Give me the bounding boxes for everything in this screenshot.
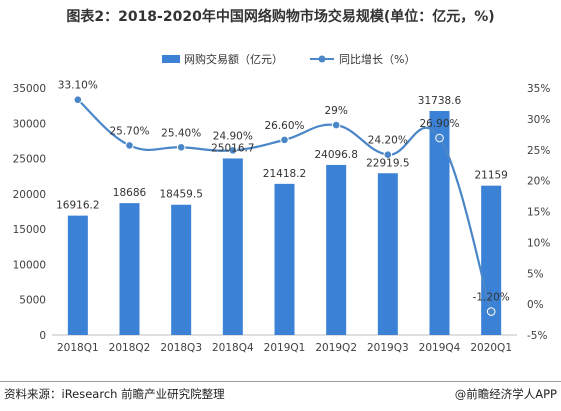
growth-point-2019Q1 bbox=[280, 135, 289, 145]
x-axis-tick-label: 2019Q4 bbox=[419, 342, 461, 354]
growth-value-label: 25.70% bbox=[109, 125, 149, 137]
growth-value-label: 33.10% bbox=[58, 80, 98, 92]
brand-label: @前瞻经济学人APP bbox=[454, 387, 557, 401]
right-axis-tick-label: 25% bbox=[527, 145, 550, 157]
growth-point-2019Q4 bbox=[435, 133, 444, 143]
left-axis-tick-label: 30000 bbox=[13, 118, 46, 130]
x-axis-tick-label: 2018Q2 bbox=[109, 342, 151, 354]
bar-2020Q1 bbox=[481, 185, 502, 335]
x-axis-tick-label: 2020Q1 bbox=[470, 342, 512, 354]
left-axis-tick-label: 25000 bbox=[13, 154, 46, 166]
x-axis-tick-label: 2019Q1 bbox=[264, 342, 306, 354]
bar-2018Q2 bbox=[119, 203, 140, 335]
growth-value-label: 29% bbox=[324, 105, 347, 117]
growth-value-label: 24.20% bbox=[368, 135, 408, 147]
left-axis-tick-label: 0 bbox=[39, 330, 46, 342]
bar-value-label: 25016.7 bbox=[211, 142, 254, 154]
growth-value-label: 24.90% bbox=[213, 130, 253, 142]
bar-value-label: 21159 bbox=[474, 170, 507, 182]
growth-value-label: 25.40% bbox=[161, 127, 201, 139]
right-axis-tick-label: 5% bbox=[527, 268, 544, 280]
growth-point-2018Q3 bbox=[176, 142, 186, 152]
bar-2019Q2 bbox=[326, 164, 347, 335]
footer-divider bbox=[0, 381, 561, 382]
right-axis-tick-label: -5% bbox=[527, 330, 547, 342]
bar-value-label: 21418.2 bbox=[263, 168, 306, 180]
growth-point-2018Q1 bbox=[73, 95, 83, 105]
left-axis-tick-label: 20000 bbox=[13, 189, 46, 201]
growth-value-label: 26.90% bbox=[419, 118, 459, 130]
x-axis-tick-label: 2018Q3 bbox=[160, 342, 202, 354]
left-axis-tick-label: 5000 bbox=[19, 295, 46, 307]
right-axis-tick-label: 15% bbox=[527, 207, 550, 219]
bar-value-label: 18459.5 bbox=[159, 189, 202, 201]
bar-value-label: 31738.6 bbox=[418, 95, 462, 107]
bar-value-label: 24096.8 bbox=[314, 149, 357, 161]
bars-layer bbox=[67, 111, 502, 335]
right-axis-tick-label: 0% bbox=[527, 299, 544, 311]
bar-2019Q3 bbox=[377, 173, 398, 335]
legend-bar-label: 网购交易额（亿元） bbox=[184, 52, 283, 66]
bar-value-label: 22919.5 bbox=[366, 157, 409, 169]
source-note: 资料来源：iResearch 前瞻产业研究院整理 bbox=[4, 387, 225, 401]
labels-layer: 16916.2 18686 18459.5 25016.7 21418.2 24096.8… bbox=[56, 80, 510, 304]
growth-point-2019Q3 bbox=[383, 150, 393, 159]
bar-value-label: 18686 bbox=[113, 187, 147, 199]
x-axis-tick-label: 2019Q2 bbox=[315, 342, 357, 354]
growth-point-2020Q1 bbox=[486, 307, 496, 316]
growth-point-2018Q2 bbox=[125, 141, 134, 150]
growth-point-2019Q2 bbox=[331, 120, 341, 130]
bar-2018Q1 bbox=[67, 215, 88, 335]
chart-title: 图表2：2018-2020年中国网络购物市场交易规模(单位：亿元，%) bbox=[66, 9, 495, 25]
growth-point-2018Q4 bbox=[228, 146, 238, 155]
legend-line-marker bbox=[318, 55, 326, 63]
right-axis-tick-label: 30% bbox=[527, 114, 550, 126]
bar-2018Q3 bbox=[171, 204, 192, 335]
right-axis-tick-label: 35% bbox=[527, 83, 550, 95]
growth-value-label: 26.60% bbox=[264, 120, 304, 132]
bar-value-label: 16916.2 bbox=[56, 200, 99, 212]
x-axis-tick-label: 2019Q3 bbox=[367, 342, 409, 354]
left-axis-tick-label: 35000 bbox=[13, 83, 46, 95]
bar-2019Q1 bbox=[274, 183, 295, 335]
axes-layer: 0 5000 10000 15000 20000 25000 30000 35000 -5% 0%… bbox=[13, 83, 551, 354]
legend-bar-swatch bbox=[162, 55, 180, 63]
legend-line-label: 同比增长（%） bbox=[339, 52, 415, 66]
bar-2018Q4 bbox=[222, 158, 243, 335]
left-axis-tick-label: 10000 bbox=[13, 259, 46, 271]
left-axis-tick-label: 15000 bbox=[13, 224, 46, 236]
legend: 网购交易额（亿元） 同比增长（%） bbox=[162, 52, 415, 66]
bar-2019Q4 bbox=[429, 111, 450, 335]
line-layer bbox=[73, 95, 496, 316]
right-axis-tick-label: 10% bbox=[527, 237, 550, 249]
x-axis-tick-label: 2018Q1 bbox=[57, 342, 99, 354]
x-axis-tick-label: 2018Q4 bbox=[212, 342, 254, 354]
growth-value-label: -1.20% bbox=[473, 292, 510, 304]
right-axis-tick-label: 20% bbox=[527, 176, 550, 188]
